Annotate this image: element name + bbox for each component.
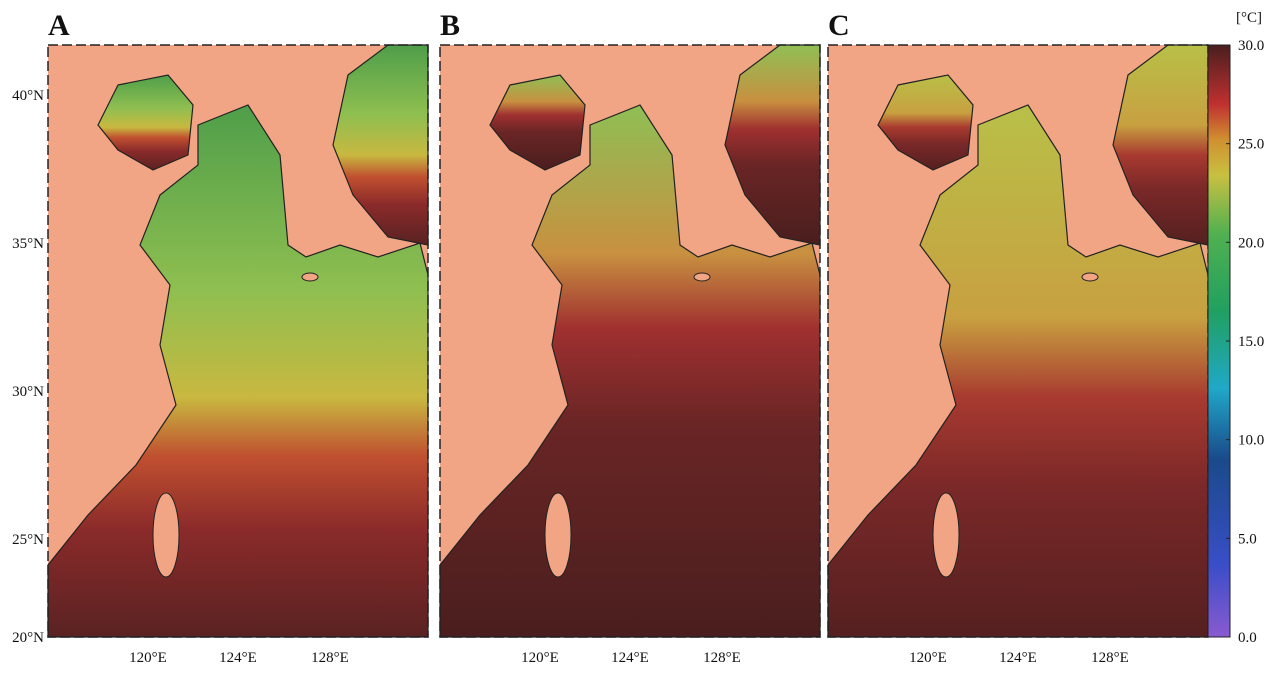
colorbar-tick-label: 10.0: [1238, 433, 1264, 449]
taiwan: [544, 492, 572, 578]
lat-label: 20°N: [12, 630, 44, 646]
colorbar-tick-label: 30.0: [1238, 38, 1264, 54]
jeju: [301, 272, 319, 282]
panel-label: A: [48, 9, 70, 42]
lat-label: 25°N: [12, 532, 44, 548]
taiwan: [152, 492, 180, 578]
colorbar-tick-label: 5.0: [1238, 531, 1257, 547]
lon-label: 128°E: [311, 650, 349, 666]
colorbar-tick-label: 20.0: [1238, 235, 1264, 251]
lon-label: 128°E: [1091, 650, 1129, 666]
lon-label: 120°E: [909, 650, 947, 666]
lon-label: 124°E: [611, 650, 649, 666]
taiwan: [932, 492, 960, 578]
lat-label: 30°N: [12, 384, 44, 400]
jeju: [693, 272, 711, 282]
panel-label: C: [828, 9, 850, 42]
panel-frame: [439, 44, 821, 638]
lon-label: 124°E: [999, 650, 1037, 666]
ocean: [439, 44, 821, 638]
colorbar-tick-label: 0.0: [1238, 630, 1257, 646]
ocean: [47, 44, 429, 638]
map-panels: A 120°E 124°E 128°E B 120°E 124°E 128°E C 120°E 12…: [12, 9, 1209, 666]
lon-label: 128°E: [703, 650, 741, 666]
panel-frame: [47, 44, 429, 638]
colorbar-tick-label: 25.0: [1238, 137, 1264, 153]
jeju: [1081, 272, 1099, 282]
panel-label: B: [440, 9, 460, 42]
lat-label: 40°N: [12, 88, 44, 104]
ocean: [827, 44, 1209, 638]
colorbar-unit: [°C]: [1236, 10, 1262, 26]
lon-label: 120°E: [129, 650, 167, 666]
colorbar-tick-label: 15.0: [1238, 334, 1264, 350]
lon-label: 120°E: [521, 650, 559, 666]
lon-label: 124°E: [219, 650, 257, 666]
lat-label: 35°N: [12, 236, 44, 252]
